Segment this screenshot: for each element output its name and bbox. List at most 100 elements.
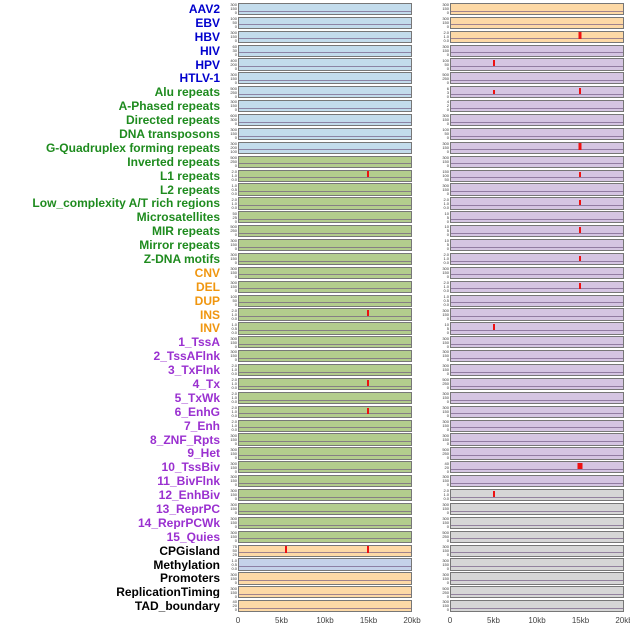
y-tick-label: 300	[230, 238, 237, 244]
right-y-axis-ticks: 300 150 0	[412, 543, 450, 557]
right-y-axis-ticks: 500 250 0	[412, 378, 450, 390]
enrichment-spike	[579, 171, 581, 178]
left-panel-group: 300 150 0	[225, 460, 412, 474]
right-panel-group: 300 150 0	[412, 419, 624, 433]
left-signal-panel	[238, 600, 412, 613]
row-label: 4_Tx	[192, 377, 220, 390]
y-tick-label: 1.0	[231, 395, 237, 401]
left-signal-panel	[238, 141, 412, 154]
left-panel-group: 2.0 1.0 0.0	[225, 391, 412, 405]
right-panel-group: 300 150 0	[412, 183, 624, 197]
y-tick-label: 0	[234, 579, 237, 585]
right-y-axis-ticks: 300 150 0	[412, 503, 450, 515]
row-label: 13_ReprPC	[155, 503, 220, 515]
y-tick-label: 0	[446, 79, 449, 85]
y-tick-label: 300	[230, 349, 237, 355]
row-label: 1_TssA	[178, 336, 220, 349]
y-tick-label: 5	[446, 242, 449, 248]
y-tick-label: 20	[444, 464, 449, 470]
y-tick-label: 0	[234, 288, 237, 293]
y-tick-label: 0	[234, 607, 237, 613]
left-panel-group: 300 150 0	[225, 2, 412, 16]
left-signal-panel	[238, 405, 412, 418]
left-signal-panel	[238, 572, 412, 585]
left-panel-group: 300 150 0	[225, 71, 412, 85]
enrichment-spike	[579, 87, 581, 95]
signal-baseline	[239, 52, 411, 54]
y-tick-label: 1.0	[443, 33, 449, 39]
right-y-axis-ticks: 2.0 1.0 0.0	[412, 489, 450, 501]
right-y-axis-ticks: 300 150 0	[412, 114, 450, 126]
y-tick-label: 1.0	[231, 311, 237, 317]
signal-baseline	[239, 524, 411, 526]
y-tick-label: 0	[446, 10, 449, 16]
y-tick-label: 10	[444, 238, 449, 244]
feature-row: 9_Het 300 150 0 500 250 0	[0, 447, 630, 461]
y-tick-label: 0	[446, 551, 449, 557]
y-tick-label: 300	[442, 405, 449, 411]
right-signal-panel	[450, 377, 624, 391]
y-tick-label: 0	[234, 65, 237, 71]
x-axis-row: 0 5kb 10kb 15kb 20kb 0 5kb 10kb 15kb 20k…	[0, 613, 630, 629]
right-signal-panel	[450, 141, 624, 154]
right-panel-group: 500 250 0	[412, 447, 624, 461]
row-label: 6_EnhG	[174, 405, 220, 418]
y-tick-label: 10	[444, 224, 449, 230]
y-tick-label: 300	[230, 335, 237, 341]
y-tick-label: 300	[230, 117, 237, 123]
y-tick-label: 50	[232, 20, 237, 26]
y-tick-label: 0	[446, 190, 449, 196]
y-tick-label: 300	[230, 571, 237, 577]
y-tick-label: 0	[234, 37, 237, 43]
row-label: DEL	[196, 280, 220, 293]
right-y-axis-ticks: 2.0 1.0 0.0	[412, 281, 450, 293]
row-label: INV	[199, 322, 220, 335]
feature-row: 6_EnhG 2.0 1.0 0.0 300 150 0	[0, 405, 630, 419]
signal-baseline	[451, 538, 623, 540]
right-y-axis-ticks: 300 150 0	[412, 572, 450, 584]
right-signal-panel	[450, 169, 624, 182]
y-tick-label: 100	[230, 16, 237, 22]
y-tick-label: 0	[446, 440, 449, 446]
signal-baseline	[239, 413, 411, 415]
y-tick-label: 0	[234, 454, 237, 460]
left-panel-group: 300 150 0	[225, 266, 412, 280]
y-tick-label: 1.0	[443, 293, 449, 299]
right-y-axis-ticks: 10 5 0	[412, 322, 450, 334]
y-tick-label: 1.0	[231, 321, 237, 327]
y-tick-label: 0	[446, 107, 449, 113]
signal-baseline	[239, 260, 411, 262]
y-tick-label: 300	[230, 29, 237, 35]
right-signal-panel	[450, 225, 624, 238]
y-tick-label: 500	[442, 530, 449, 536]
feature-row: CNV 300 150 0 300 150 0	[0, 266, 630, 280]
signal-baseline	[451, 246, 623, 248]
right-panel-group: 300 150 0	[412, 558, 624, 572]
right-panel-group: 150 100 50	[412, 169, 624, 183]
y-tick-label: 50	[444, 176, 449, 182]
y-tick-label: 1.0	[231, 367, 237, 373]
left-signal-panel	[238, 2, 412, 16]
right-panel-group: 10 5 0	[412, 321, 624, 335]
y-tick-label: 300	[442, 543, 449, 549]
right-y-axis-ticks: 40 20 0	[412, 461, 450, 473]
y-tick-label: 5	[446, 228, 449, 234]
y-tick-label: 150	[230, 450, 237, 456]
signal-baseline	[239, 455, 411, 457]
enrichment-spike	[578, 143, 582, 150]
right-panel-group: 300 150 0	[412, 405, 624, 419]
left-y-axis-ticks: 300 150 0	[225, 350, 238, 362]
left-y-axis-ticks: 300 150 0	[225, 531, 238, 543]
y-tick-label: 0	[234, 135, 237, 141]
enrichment-spike	[493, 324, 495, 331]
y-tick-label: 1.0	[443, 492, 449, 498]
right-y-axis-ticks: 300 150 0	[412, 350, 450, 362]
right-y-axis-ticks: 300 150 0	[412, 517, 450, 529]
enrichment-spike	[367, 171, 369, 178]
signal-baseline	[239, 288, 411, 290]
signal-baseline	[451, 399, 623, 401]
x-tick-label: 10kb	[528, 616, 546, 626]
row-label: Alu repeats	[154, 86, 220, 99]
right-signal-panel	[450, 433, 624, 446]
